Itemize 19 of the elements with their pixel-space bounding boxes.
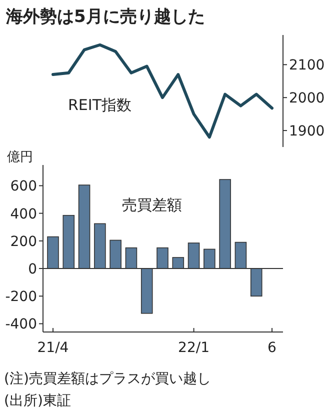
line-series bbox=[52, 43, 274, 139]
y-axis-title: 億円 bbox=[7, 150, 33, 165]
y-tick-label: 600 bbox=[10, 178, 37, 195]
text: (出所)東証 bbox=[4, 393, 71, 409]
y-tick-label: 0 bbox=[28, 262, 37, 278]
y-tick-label: -400 bbox=[5, 316, 37, 333]
series-label: 売買差額 bbox=[122, 196, 182, 214]
x-tick-label: 22/1 bbox=[178, 340, 210, 356]
series-label: REIT指数 bbox=[68, 96, 132, 114]
x-tick-label: 6 bbox=[268, 340, 277, 356]
y-tick-label: 200 bbox=[10, 234, 37, 250]
y-tick-label: 400 bbox=[10, 206, 37, 222]
y-tick-label: 2100 bbox=[289, 58, 325, 74]
y-tick-label: 2000 bbox=[289, 90, 325, 107]
x-tick-label: 21/4 bbox=[37, 340, 69, 356]
y-tick-label: 1900 bbox=[289, 124, 325, 140]
chart-title: 海外勢は5月に売り越した bbox=[5, 7, 205, 27]
text: (注)売買差額はプラスが買い越し bbox=[4, 371, 211, 387]
y-tick-label: -200 bbox=[5, 289, 37, 306]
